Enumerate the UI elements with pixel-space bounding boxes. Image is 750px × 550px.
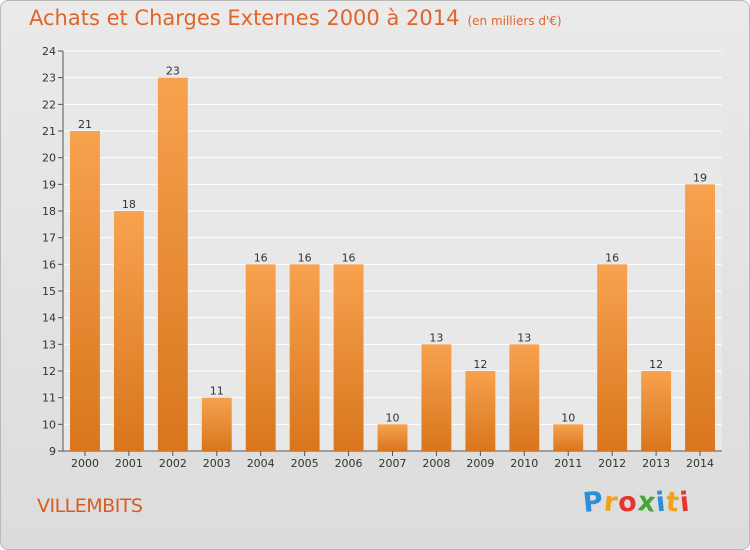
y-tick-label: 11 (42, 392, 56, 405)
bar (465, 371, 496, 451)
bar-value-label: 16 (254, 251, 268, 264)
x-tick-label: 2009 (466, 457, 494, 470)
bar-value-label: 16 (298, 251, 312, 264)
logo-letter: i (678, 486, 693, 519)
x-tick-label: 2003 (203, 457, 231, 470)
bar-value-label: 23 (166, 65, 180, 78)
bar-value-label: 13 (429, 331, 443, 344)
x-tick-label: 2000 (71, 457, 99, 470)
x-tick-label: 2007 (379, 457, 407, 470)
bar (553, 424, 584, 451)
y-tick-label: 22 (42, 98, 56, 111)
bar (377, 424, 408, 451)
bar-value-label: 16 (605, 251, 619, 264)
bar-value-label: 21 (78, 118, 92, 131)
bar (509, 344, 540, 451)
x-tick-label: 2008 (422, 457, 450, 470)
chart-subtitle: (en milliers d'€) (467, 14, 562, 28)
chart-title-text: Achats et Charges Externes 2000 à 2014 (29, 6, 460, 30)
bar (245, 264, 276, 451)
bar-value-label: 12 (649, 358, 663, 371)
x-tick-label: 2004 (247, 457, 275, 470)
y-tick-label: 21 (42, 125, 56, 138)
x-tick-label: 2012 (598, 457, 626, 470)
y-tick-label: 17 (42, 232, 56, 245)
bar-value-label: 19 (693, 171, 707, 184)
y-tick-label: 10 (42, 418, 56, 431)
bar-value-label: 10 (386, 411, 400, 424)
bar (113, 211, 144, 451)
bar (641, 371, 672, 451)
y-tick-label: 20 (42, 152, 56, 165)
bar (421, 344, 452, 451)
y-tick-label: 13 (42, 338, 56, 351)
x-tick-label: 2006 (335, 457, 363, 470)
x-tick-label: 2010 (510, 457, 538, 470)
bar (685, 184, 715, 452)
x-tick-label: 2014 (686, 457, 714, 470)
y-tick-label: 12 (42, 365, 56, 378)
bar-value-label: 18 (122, 198, 136, 211)
bar-value-label: 11 (210, 385, 224, 398)
bar (289, 264, 320, 451)
x-tick-label: 2002 (159, 457, 187, 470)
y-tick-label: 19 (42, 178, 56, 191)
bar-value-label: 10 (561, 411, 575, 424)
x-tick-label: 2011 (554, 457, 582, 470)
x-tick-label: 2005 (291, 457, 319, 470)
bar-value-label: 13 (517, 331, 531, 344)
y-tick-label: 23 (42, 72, 56, 85)
y-tick-label: 14 (42, 312, 56, 325)
town-name: VILLEMBITS (37, 495, 143, 517)
y-tick-label: 16 (42, 258, 56, 271)
y-tick-label: 24 (42, 45, 56, 58)
bar (597, 264, 628, 451)
x-tick-label: 2001 (115, 457, 143, 470)
bar (157, 77, 188, 452)
bar-value-label: 12 (473, 358, 487, 371)
y-tick-label: 15 (42, 285, 56, 298)
bar-value-label: 16 (342, 251, 356, 264)
x-tick-label: 2013 (642, 457, 670, 470)
bar (70, 131, 100, 451)
bar (201, 397, 232, 451)
y-tick-label: 18 (42, 205, 56, 218)
bar (333, 264, 364, 451)
chart-title: Achats et Charges Externes 2000 à 2014 (e… (29, 6, 562, 30)
proxiti-logo[interactable]: Proxiti (581, 486, 693, 519)
y-tick-label: 9 (49, 445, 56, 458)
